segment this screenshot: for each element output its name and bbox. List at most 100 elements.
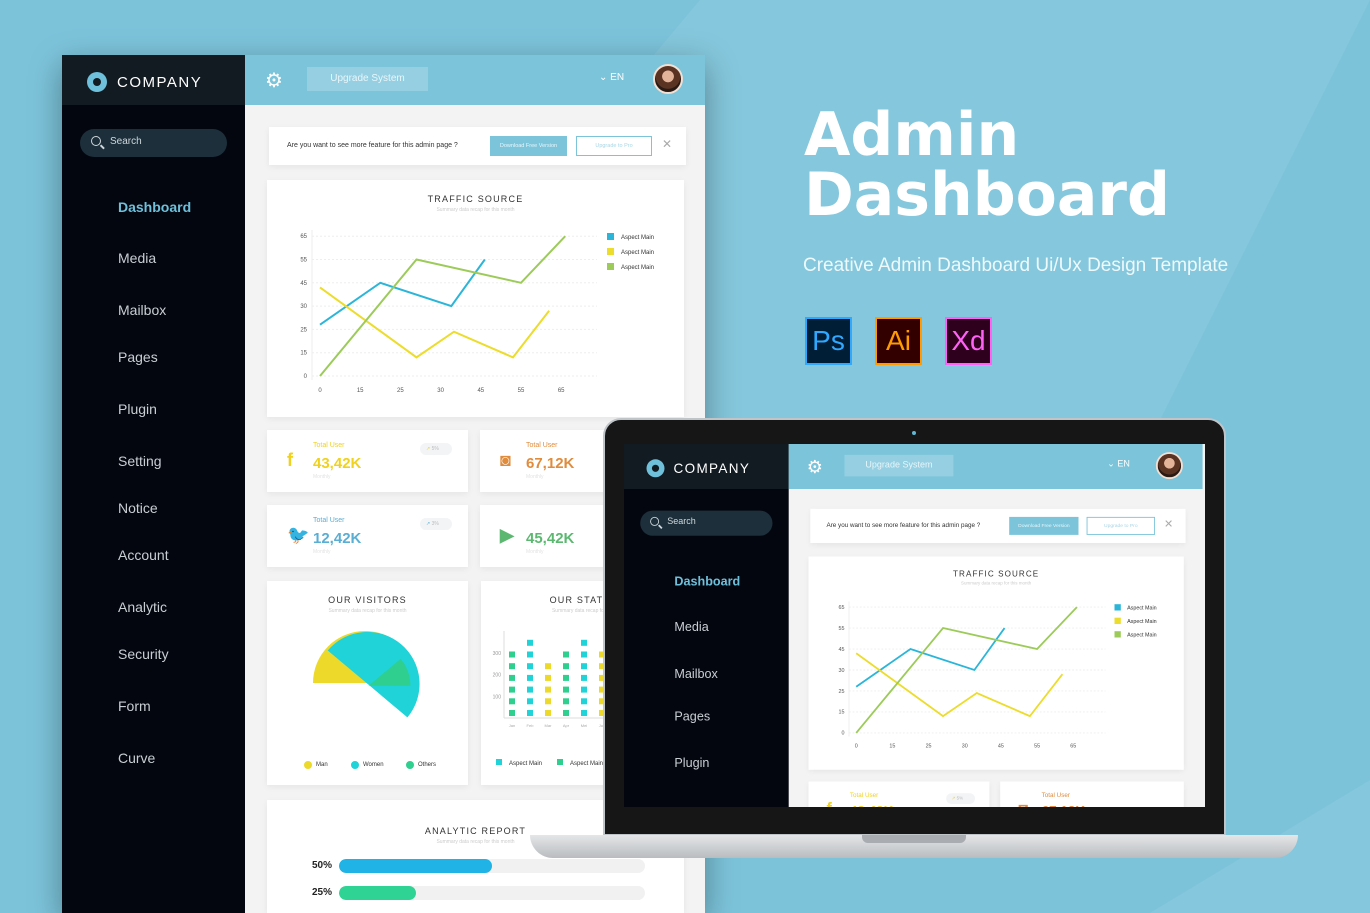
sidebar-item-media[interactable]: Media bbox=[674, 619, 709, 634]
sidebar-item-pages[interactable]: Pages bbox=[674, 708, 711, 723]
card-subtitle: Summary data recap for this month bbox=[436, 207, 515, 213]
gear-icon[interactable]: ⚙ bbox=[265, 70, 283, 92]
card-subtitle: Summary data recap for this month bbox=[436, 839, 515, 845]
language-selector[interactable]: ⌄ EN bbox=[1107, 459, 1130, 469]
stat-period: Monthly bbox=[313, 474, 331, 480]
search-input[interactable]: Search bbox=[640, 510, 773, 536]
x-tick-label: 15 bbox=[889, 743, 895, 749]
avatar[interactable] bbox=[653, 64, 683, 94]
trend-badge: ↗ 3% bbox=[420, 518, 452, 530]
stat-label: Total User bbox=[313, 442, 345, 449]
stat-label: Total User bbox=[526, 442, 558, 449]
stat-period: Monthly bbox=[313, 549, 331, 555]
sidebar-item-pages[interactable]: Pages bbox=[118, 349, 158, 365]
upgrade-system-button[interactable]: Upgrade System bbox=[307, 67, 428, 91]
download-free-button[interactable]: Download Free Version bbox=[1009, 516, 1079, 535]
x-tick-label: Jan bbox=[509, 723, 515, 728]
stat-label: Total User bbox=[849, 792, 879, 799]
upgrade-system-button[interactable]: Upgrade System bbox=[844, 454, 954, 477]
bar-dot bbox=[599, 686, 605, 693]
sidebar-item-mailbox[interactable]: Mailbox bbox=[118, 302, 167, 318]
card-title: OUR STATISTIC bbox=[549, 595, 633, 605]
youtube-icon: ▶ bbox=[500, 525, 514, 545]
traffic-line-chart: 0 15 25 30 45 55 65 0 15 25 30 45 55 65 Aspect Main Asp… bbox=[300, 230, 654, 394]
close-icon[interactable]: ✕ bbox=[662, 137, 673, 151]
sidebar-item-notice[interactable]: Notice bbox=[118, 500, 158, 516]
legend-item: Man bbox=[304, 761, 328, 769]
stat-card: 🐦 Total User 12,42K Monthly ↗ 3% bbox=[267, 505, 468, 567]
bar-dot bbox=[599, 710, 605, 716]
bar-dot bbox=[527, 710, 533, 716]
bar-dot bbox=[581, 651, 587, 658]
legend-label: Man bbox=[316, 762, 328, 768]
language-label: EN bbox=[1117, 459, 1130, 470]
banner-question: Are you want to see more feature for thi… bbox=[826, 522, 981, 529]
bar-dot bbox=[563, 651, 569, 658]
search-icon bbox=[91, 136, 101, 146]
y-tick-label: 15 bbox=[300, 351, 307, 357]
stat-value: 67,12K bbox=[526, 455, 575, 472]
series-line bbox=[855, 627, 1006, 688]
promo-title-line2: Dashboard bbox=[804, 160, 1170, 230]
bar-dot bbox=[509, 663, 515, 670]
trend-up-icon: ↗ bbox=[426, 521, 432, 527]
card-subtitle: Summary data recap for this month bbox=[328, 608, 407, 614]
x-tick-label: 65 bbox=[558, 388, 565, 394]
y-tick-label: 0 bbox=[304, 374, 308, 380]
search-icon bbox=[650, 516, 660, 526]
bar-dot bbox=[581, 674, 587, 681]
upgrade-pro-button[interactable]: Upgrade to Pro bbox=[576, 136, 652, 156]
traffic-source-card: TRAFFIC SOURCE Summary data recap for th… bbox=[808, 556, 1184, 770]
search-placeholder: Search bbox=[667, 516, 696, 527]
search-input[interactable]: Search bbox=[80, 129, 227, 157]
sidebar-item-media[interactable]: Media bbox=[118, 250, 157, 266]
language-label: EN bbox=[610, 72, 625, 83]
y-tick-label: 100 bbox=[493, 694, 502, 700]
ai-app-icon: Ai bbox=[875, 317, 922, 365]
sidebar-item-form[interactable]: Form bbox=[118, 698, 151, 714]
laptop-dashboard: COMPANY Search Dashboard Media Mailbox Page… bbox=[624, 444, 1203, 807]
chevron-down-icon: ⌄ bbox=[599, 72, 611, 83]
sidebar-item-dashboard[interactable]: Dashboard bbox=[118, 199, 192, 215]
company-logo-icon bbox=[646, 459, 665, 478]
sidebar-item-mailbox[interactable]: Mailbox bbox=[674, 666, 718, 681]
bar-dot bbox=[599, 674, 605, 681]
bar-dot bbox=[527, 639, 533, 646]
upgrade-pro-button[interactable]: Upgrade to Pro bbox=[1086, 516, 1155, 535]
statistic-dot-bar-chart: 100 200 300 Jan Feb Mar Apr Mei Jun Aspect Main As… bbox=[493, 631, 701, 767]
avatar[interactable] bbox=[1155, 452, 1183, 480]
bar-dot bbox=[527, 674, 533, 681]
stat-period: Monthly bbox=[526, 474, 544, 480]
y-tick-label: 15 bbox=[839, 710, 845, 716]
sidebar-item-curve[interactable]: Curve bbox=[118, 750, 156, 766]
sidebar-item-dashboard[interactable]: Dashboard bbox=[674, 573, 741, 588]
brand-name: COMPANY bbox=[117, 74, 203, 91]
legend-label: Aspect Main bbox=[621, 265, 654, 271]
bar-dot bbox=[527, 663, 533, 670]
sidebar-item-setting[interactable]: Setting bbox=[118, 453, 162, 469]
bar-dot bbox=[545, 698, 551, 705]
chevron-down-icon: ⌄ bbox=[1107, 459, 1118, 470]
upgrade-banner: Are you want to see more feature for thi… bbox=[810, 508, 1186, 543]
progress-bar bbox=[339, 886, 645, 900]
language-selector[interactable]: ⌄ EN bbox=[599, 72, 624, 83]
bar-dot bbox=[545, 710, 551, 716]
series-line bbox=[319, 286, 550, 359]
sidebar-item-account[interactable]: Account bbox=[118, 547, 169, 563]
legend-label: Aspect Main bbox=[1127, 619, 1157, 625]
legend-dot bbox=[351, 761, 359, 769]
bar-dot bbox=[581, 686, 587, 693]
y-tick-label: 65 bbox=[300, 234, 307, 240]
sidebar-item-analytic[interactable]: Analytic bbox=[118, 599, 168, 615]
gear-icon[interactable]: ⚙ bbox=[806, 457, 823, 478]
legend-label: Others bbox=[418, 762, 437, 768]
sidebar-item-plugin[interactable]: Plugin bbox=[674, 755, 710, 770]
close-icon[interactable]: ✕ bbox=[1164, 517, 1174, 531]
stat-period: Monthly bbox=[526, 549, 544, 555]
instagram-icon: ◙ bbox=[500, 450, 511, 470]
sidebar-item-plugin[interactable]: Plugin bbox=[118, 401, 157, 417]
bar-dot bbox=[527, 698, 533, 705]
download-free-button[interactable]: Download Free Version bbox=[490, 136, 567, 156]
sidebar-item-security[interactable]: Security bbox=[118, 646, 169, 662]
stat-value: 12,42K bbox=[313, 530, 362, 547]
